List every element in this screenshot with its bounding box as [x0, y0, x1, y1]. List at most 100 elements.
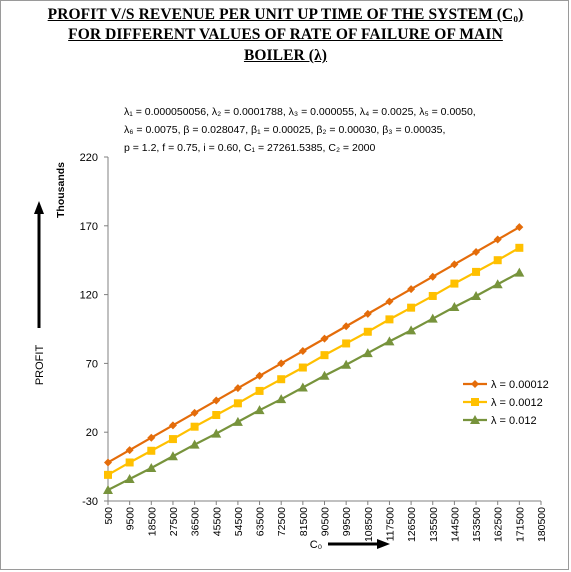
y-unit-label: Thousands	[55, 162, 67, 218]
data-point	[189, 439, 200, 449]
legend-marker-1	[471, 380, 479, 388]
y-tick-label: 70	[86, 358, 98, 370]
data-point	[212, 411, 221, 419]
data-point	[190, 422, 199, 431]
x-tick-label: 135500	[428, 507, 440, 542]
data-point	[515, 223, 524, 232]
data-point	[472, 247, 481, 256]
data-point	[363, 327, 372, 336]
data-point	[124, 473, 135, 483]
data-point	[385, 297, 394, 306]
data-point	[493, 256, 502, 265]
x-tick-label: 9500	[125, 507, 137, 531]
data-point	[385, 315, 394, 324]
data-point	[342, 339, 351, 348]
data-point	[450, 260, 459, 269]
data-point	[320, 334, 329, 343]
data-point	[167, 451, 178, 461]
data-point	[276, 394, 287, 404]
data-point	[232, 416, 243, 426]
parameter-line-1: λ₁ = 0.000050056, λ₂ = 0.0001788, λ₃ = 0…	[124, 106, 476, 118]
y-tick-label: 220	[80, 152, 98, 164]
data-point	[472, 267, 481, 276]
x-axis-title: C₀	[310, 539, 323, 551]
x-tick-label: 108500	[363, 507, 375, 542]
data-point	[515, 243, 524, 252]
x-tick-label: 144500	[449, 507, 461, 542]
data-point	[407, 285, 416, 294]
data-point	[298, 347, 307, 356]
data-point	[407, 303, 416, 312]
y-tick-label: -30	[82, 496, 98, 508]
legend-label-2: λ = 0.0012	[491, 397, 543, 409]
x-tick-label: 54500	[233, 507, 245, 536]
data-point	[384, 336, 395, 346]
x-tick-label: 27500	[168, 507, 180, 536]
data-point	[493, 235, 502, 244]
x-tick-label: 180500	[536, 507, 548, 542]
parameter-line-2: λ₆ = 0.0075, β = 0.028047, β₁ = 0.00025,…	[124, 124, 446, 136]
data-point	[168, 435, 177, 444]
data-point	[427, 313, 438, 323]
chart-title-line-2: FOR DIFFERENT VALUES OF RATE OF FAILURE …	[68, 26, 503, 43]
chart-title-line-1: PROFIT V/S REVENUE PER UNIT UP TIME OF T…	[47, 6, 524, 23]
data-point	[298, 363, 307, 372]
y-tick-label: 120	[80, 290, 98, 302]
data-point	[362, 348, 373, 358]
data-point	[147, 446, 156, 455]
y-axis-title: PROFIT	[34, 345, 46, 386]
series-line-1	[107, 226, 520, 464]
data-point	[190, 408, 199, 417]
data-point	[125, 446, 134, 455]
data-point	[254, 405, 265, 415]
x-tick-label: 117500	[384, 507, 396, 541]
data-point	[104, 458, 112, 467]
data-point	[125, 458, 134, 467]
x-tick-label: 90500	[320, 507, 332, 536]
data-point	[297, 382, 308, 392]
data-point	[492, 279, 503, 289]
y-arrow-head	[34, 201, 44, 214]
x-arrow-head	[377, 539, 390, 549]
x-tick-label: 81500	[298, 507, 310, 536]
data-point	[255, 371, 264, 380]
legend-marker-3	[470, 415, 480, 424]
x-tick-label: 500	[103, 507, 115, 525]
x-tick-label: 18500	[146, 507, 158, 536]
x-tick-label: 72500	[276, 507, 288, 536]
parameter-line-3: p = 1.2, f = 0.75, i = 0.60, C₁ = 27261.…	[124, 142, 376, 154]
data-point	[146, 462, 157, 472]
data-point	[363, 309, 372, 318]
x-tick-label: 99500	[341, 507, 353, 536]
y-tick-label: 170	[80, 221, 98, 233]
data-point	[211, 428, 222, 438]
data-point	[428, 291, 437, 300]
data-point	[514, 267, 525, 277]
data-point	[103, 484, 113, 494]
x-tick-label: 45500	[211, 507, 223, 536]
data-point	[212, 396, 221, 405]
data-point	[147, 433, 156, 442]
x-tick-label: 63500	[255, 507, 267, 536]
legend-label-1: λ = 0.00012	[491, 379, 549, 391]
legend-marker-2	[471, 398, 479, 406]
legend-label-3: λ = 0.012	[491, 415, 537, 427]
data-point	[233, 399, 242, 408]
data-point	[168, 421, 177, 430]
data-point	[277, 359, 286, 368]
data-point	[406, 325, 417, 335]
data-point	[450, 279, 459, 288]
data-point	[449, 301, 460, 311]
x-tick-label: 162500	[493, 507, 505, 542]
data-point	[428, 272, 437, 281]
data-point	[255, 386, 264, 395]
data-point	[104, 470, 112, 479]
x-tick-label: 36500	[190, 507, 202, 536]
data-point	[319, 370, 330, 380]
x-tick-label: 126500	[406, 507, 418, 542]
data-point	[341, 359, 352, 369]
chart-title-line-3: BOILER (λ)	[243, 47, 328, 64]
data-point	[320, 351, 329, 360]
